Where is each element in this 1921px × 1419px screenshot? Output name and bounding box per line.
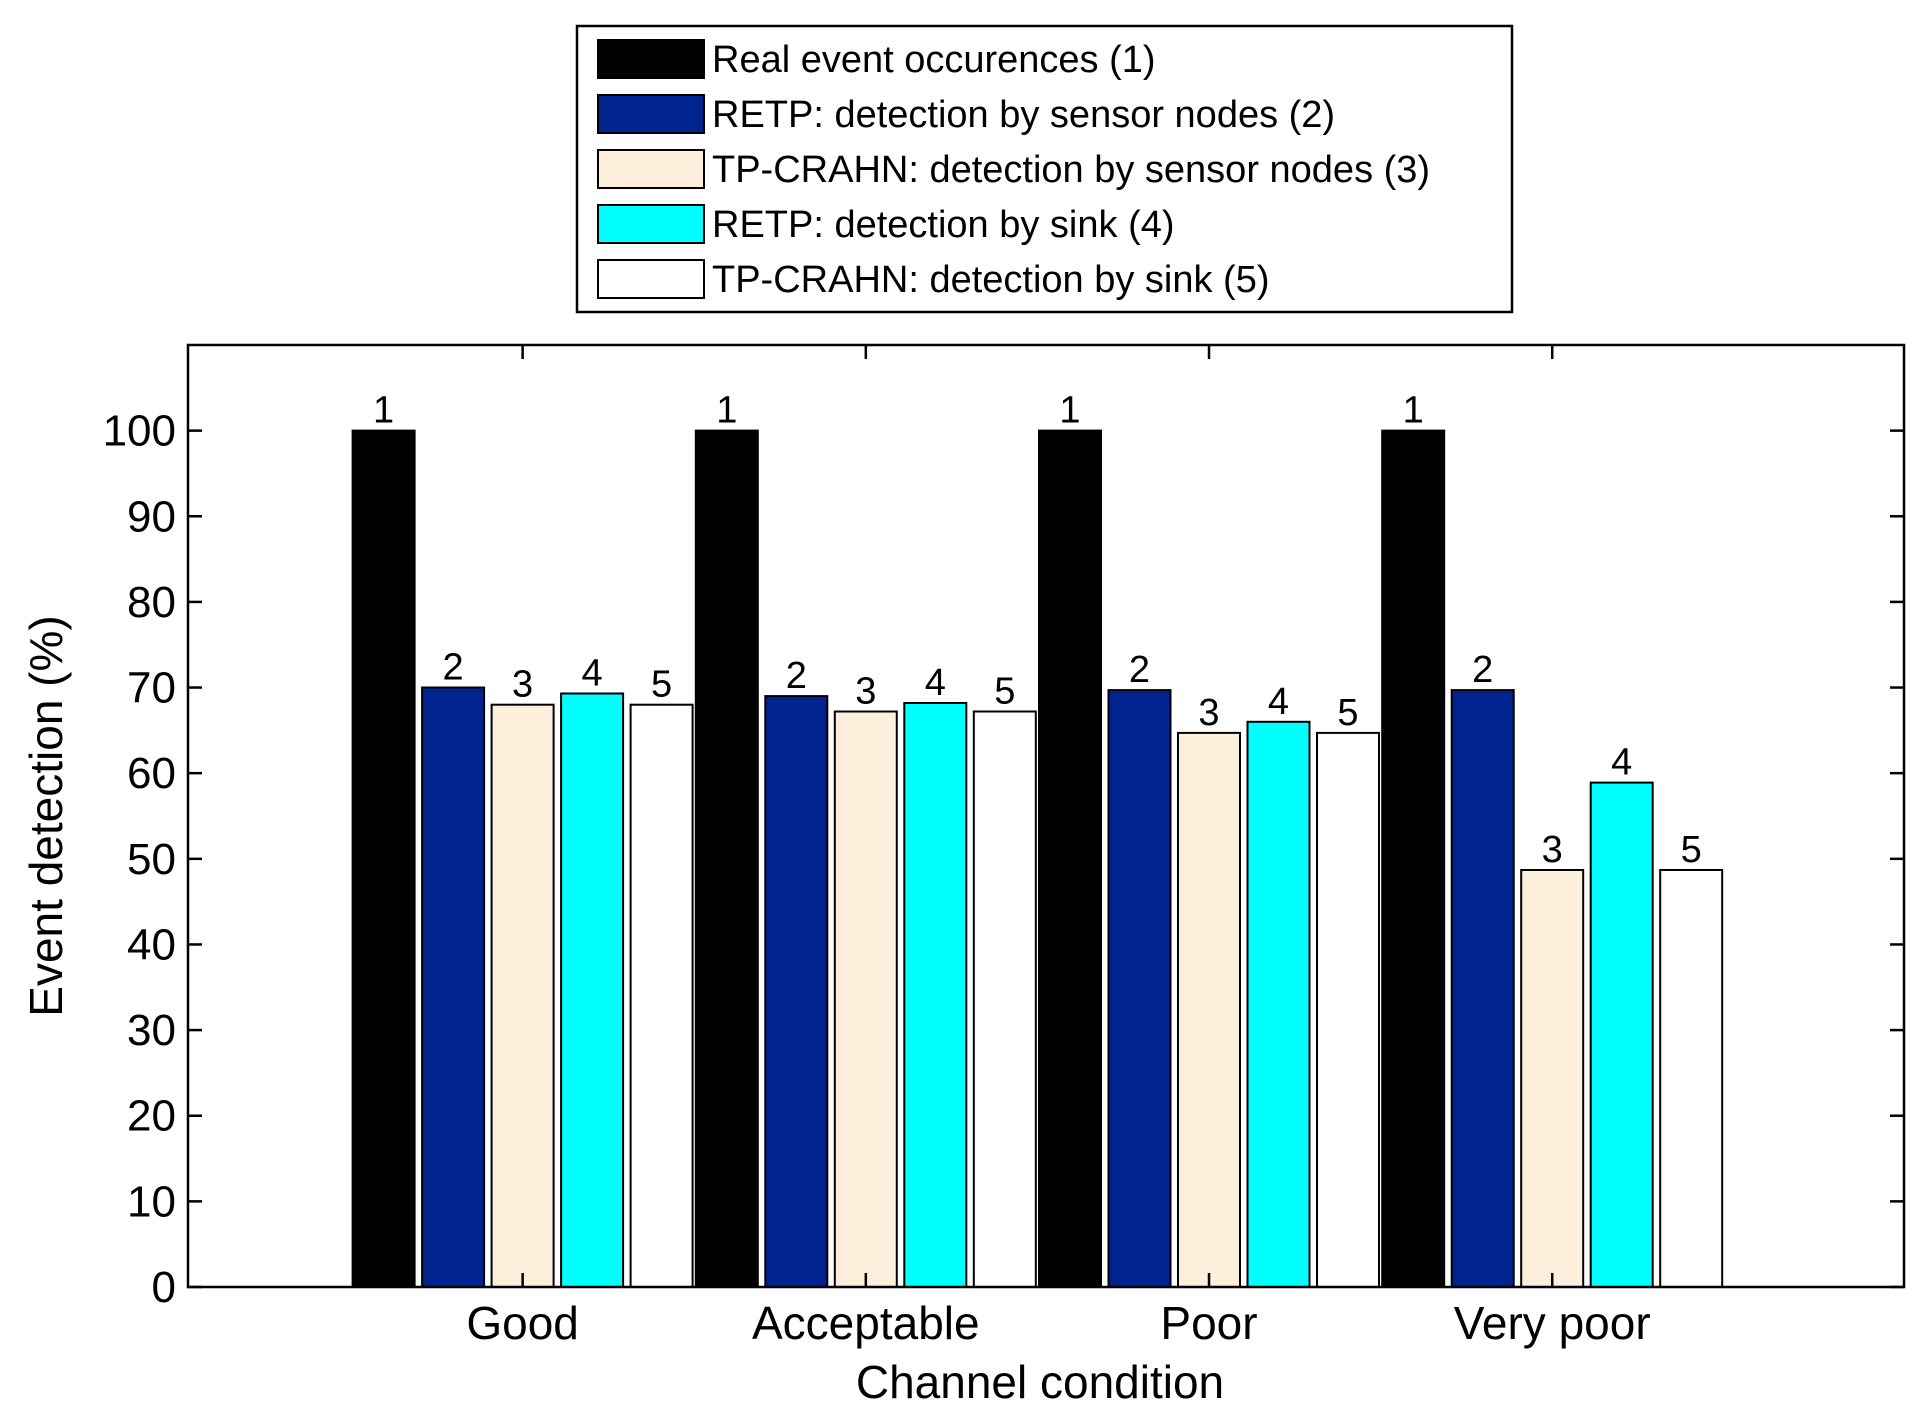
bar-data-label: 4: [582, 653, 603, 695]
y-tick-label: 20: [127, 1092, 176, 1141]
bar-data-label: 2: [1129, 649, 1150, 691]
bar-very-poor-series-4: [1589, 781, 1654, 1288]
legend-swatch-series-4: [597, 204, 705, 244]
legend-box: [575, 24, 1514, 314]
bar-good-series-1: [351, 429, 416, 1289]
legend-entry-label: RETP: detection by sensor nodes (2): [712, 94, 1335, 136]
bar-good-series-4: [560, 692, 625, 1288]
y-axis-title: Event detection (%): [20, 615, 72, 1016]
bar-data-label: 4: [925, 662, 946, 704]
x-category-label: Poor: [1160, 1297, 1257, 1349]
x-category-label: Acceptable: [752, 1297, 980, 1349]
y-tick-label: 80: [127, 578, 176, 627]
bar-data-label: 1: [1403, 390, 1424, 432]
x-category-label: Very poor: [1454, 1297, 1651, 1349]
y-tick-label: 30: [127, 1006, 176, 1055]
bar-data-label: 2: [786, 655, 807, 697]
bar-poor-series-1: [1038, 429, 1102, 1289]
bar-acceptable-series-3: [833, 710, 898, 1288]
legend-swatch-series-1: [597, 39, 705, 79]
bar-good-series-5: [629, 703, 694, 1288]
y-tick-label: 60: [127, 749, 176, 798]
legend: Real event occurences (1) RETP: detection…: [575, 24, 1514, 314]
x-axis-title: Channel condition: [856, 1356, 1224, 1408]
bar-data-label: 5: [1337, 692, 1358, 734]
legend-entry-label: RETP: detection by sink (4): [712, 204, 1175, 246]
y-tick-label: 0: [152, 1263, 176, 1312]
bar-acceptable-series-1: [694, 429, 759, 1289]
bar-poor-series-3: [1177, 731, 1241, 1288]
y-tick-label: 90: [127, 492, 176, 541]
bar-poor-series-4: [1246, 720, 1311, 1288]
bar-data-label: 5: [651, 664, 672, 706]
bar-data-label: 2: [443, 647, 464, 689]
bar-poor-series-2: [1107, 689, 1172, 1288]
bar-very-poor-series-2: [1450, 689, 1515, 1288]
y-tick-label: 50: [127, 835, 176, 884]
y-tick-label: 40: [127, 920, 176, 969]
bar-data-label: 2: [1472, 649, 1493, 691]
bar-data-label: 4: [1268, 681, 1289, 723]
legend-entry-label: TP-CRAHN: detection by sink (5): [712, 259, 1270, 301]
bar-very-poor-series-3: [1520, 869, 1585, 1288]
bar-data-label: 3: [855, 671, 876, 713]
axes-frame: [186, 343, 1906, 1289]
bar-good-series-3: [490, 703, 555, 1288]
y-tick-label: 70: [127, 664, 176, 713]
bar-data-label: 3: [1198, 692, 1219, 734]
legend-entry-label: Real event occurences (1): [712, 39, 1156, 81]
bar-acceptable-series-4: [903, 702, 968, 1288]
bar-data-label: 5: [994, 671, 1015, 713]
bar-acceptable-series-5: [972, 710, 1037, 1288]
bar-very-poor-series-1: [1381, 429, 1446, 1289]
bar-good-series-2: [421, 686, 486, 1288]
bar-data-label: 3: [1542, 829, 1563, 871]
legend-swatch-series-5: [597, 259, 705, 299]
bar-data-label: 5: [1681, 829, 1702, 871]
plot-area: 0 10 20 30 40 50 60 70 80 90 100 Good Acceptable Poo…: [103, 343, 1906, 1349]
bar-data-label: 1: [716, 390, 737, 432]
bar-data-label: 4: [1611, 742, 1632, 784]
y-tick-label: 10: [127, 1177, 176, 1226]
x-category-label: Good: [466, 1297, 579, 1349]
bar-data-label: 1: [373, 390, 394, 432]
bar-data-label: 3: [512, 664, 533, 706]
legend-entry-label: TP-CRAHN: detection by sensor nodes (3): [712, 149, 1430, 191]
y-tick-label: 100: [103, 407, 176, 456]
bar-very-poor-series-5: [1659, 869, 1724, 1288]
legend-swatch-series-2: [597, 94, 705, 134]
bar-data-label: 1: [1059, 390, 1080, 432]
bar-acceptable-series-2: [764, 695, 829, 1288]
bar-poor-series-5: [1316, 731, 1380, 1288]
legend-swatch-series-3: [597, 149, 705, 189]
